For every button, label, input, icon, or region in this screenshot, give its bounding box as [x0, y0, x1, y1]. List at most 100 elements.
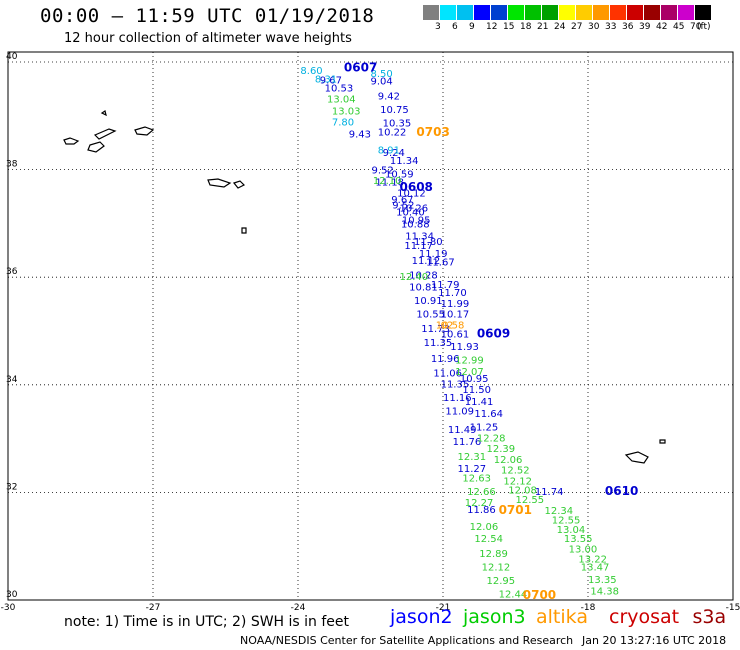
wave-height-value: 12.55 [552, 516, 581, 527]
wave-height-value: 9.52 [371, 165, 393, 176]
wave-height-value: 11.16 [443, 393, 472, 404]
mission-label-jason2: jason2 [390, 606, 453, 628]
wave-height-value: 12.12 [503, 476, 532, 487]
island-outline [207, 178, 232, 188]
pass-time-label: 0701 [499, 503, 532, 517]
legend-label: 33 [605, 22, 617, 32]
wave-height-value: 13.47 [581, 562, 610, 573]
legend-swatch [695, 5, 712, 20]
lon-tick-label: -15 [726, 603, 740, 613]
wave-height-value: 8.50 [371, 69, 393, 80]
wave-height-value: 11.19 [419, 249, 448, 260]
legend-label: 30 [588, 22, 600, 32]
pass-time-label: 0700 [523, 588, 556, 602]
wave-height-value: 13.04 [327, 94, 356, 105]
wave-height-value: 11.27 [458, 464, 487, 475]
wave-height-value: 12.12 [482, 562, 511, 573]
wave-height-value: 12.44 [499, 589, 528, 600]
lon-tick-label: -30 [1, 603, 16, 613]
island-outline [87, 141, 105, 153]
wave-height-value: 8.91 [378, 145, 400, 156]
wave-height-value: 9.52 [392, 200, 414, 211]
wave-height-value: 13.55 [564, 534, 593, 545]
wave-height-value: 12.52 [501, 466, 530, 477]
legend-label: 3 [435, 22, 441, 32]
wave-height-value: 11.41 [465, 397, 494, 408]
lon-tick-label: -18 [581, 603, 596, 613]
wave-height-value: 11.93 [450, 342, 479, 353]
island-outline [232, 180, 246, 189]
pass-time-label: 0608 [400, 180, 433, 194]
wave-height-value: 13.22 [578, 554, 607, 565]
island-outline [624, 451, 649, 464]
wave-height-value: 11.74 [535, 487, 564, 498]
wave-height-value: 11.18 [375, 178, 404, 189]
wave-height-value: 12.06 [470, 522, 499, 533]
wave-height-value: 12.99 [455, 355, 484, 366]
wave-height-value: 12.08 [508, 485, 537, 496]
legend-label: 6 [452, 22, 458, 32]
legend-label: 39 [639, 22, 651, 32]
wave-height-value: 02 [441, 320, 454, 331]
island-outline [63, 137, 80, 145]
legend-swatch [542, 5, 559, 20]
legend-swatch [559, 5, 576, 20]
wave-height-value: 11.17 [404, 241, 433, 252]
wave-height-value: 12.54 [474, 534, 503, 545]
wave-height-value: 10.58 [436, 320, 465, 331]
wave-height-value: 11.86 [467, 505, 496, 516]
legend-swatch [440, 5, 457, 20]
island-outline [134, 126, 155, 136]
wave-height-value: 10.22 [378, 128, 407, 139]
wave-height-value: 11.34 [405, 232, 434, 243]
wave-height-value: 13.00 [569, 545, 598, 556]
legend-swatch [644, 5, 661, 20]
wave-height-value: 9.42 [378, 92, 400, 103]
mission-label-cryosat: cryosat [609, 606, 680, 628]
wave-height-value: 12.27 [465, 498, 494, 509]
wave-height-value: 12.89 [479, 549, 508, 560]
wave-height-value: 9.67 [320, 76, 342, 87]
wave-height-value: 11.09 [445, 406, 474, 417]
legend-label: 21 [537, 22, 549, 32]
wave-height-value: 10.26 [400, 204, 429, 215]
wave-height-value: 11.70 [438, 288, 467, 299]
wave-height-value: 9.43 [349, 129, 371, 140]
wave-height-value: 12.07 [455, 367, 484, 378]
wave-height-value: 11.99 [441, 299, 470, 310]
wave-height-value: 11.64 [474, 409, 503, 420]
island-outline [93, 128, 117, 140]
wave-height-value: 12.34 [545, 506, 574, 517]
wave-height-value: 13.04 [557, 525, 586, 536]
legend-swatch [576, 5, 593, 20]
wave-height-value: 7.80 [332, 117, 354, 128]
island-outline [659, 439, 666, 444]
wave-height-value: 12.55 [516, 495, 545, 506]
wave-height-value: 11.34 [390, 156, 419, 167]
legend-swatch [627, 5, 644, 20]
legend-label: (ft) [697, 22, 711, 32]
wave-height-value: 8.31 [315, 74, 337, 85]
credit-text: NOAA/NESDIS Center for Satellite Applica… [240, 634, 574, 647]
legend-label: 70 [690, 22, 702, 32]
wave-height-value: 11.67 [426, 257, 455, 268]
wave-height-value: 11.73 [421, 324, 450, 335]
mission-label-jason3: jason3 [463, 606, 526, 628]
mission-label-s3a: s3a [692, 606, 727, 628]
wave-height-value: 10.17 [441, 310, 470, 321]
wave-height-value: 10.28 [409, 270, 438, 281]
legend-swatch [457, 5, 474, 20]
lon-tick-label: -21 [436, 603, 451, 613]
wave-height-value: 10.55 [416, 310, 445, 321]
pass-time-label: 0610 [605, 484, 638, 498]
wave-height-value: 11.80 [414, 237, 443, 248]
legend-label: 42 [656, 22, 668, 32]
wave-height-value: 11.35 [441, 379, 470, 390]
footer-note: note: 1) Time is in UTC; 2) SWH is in fe… [64, 614, 350, 630]
wave-height-value: 8.60 [300, 66, 322, 77]
pass-time-label: 0607 [344, 61, 377, 75]
wave-height-value: 12.28 [477, 433, 506, 444]
legend-swatch [525, 5, 542, 20]
lat-tick-label: 32 [6, 482, 17, 492]
